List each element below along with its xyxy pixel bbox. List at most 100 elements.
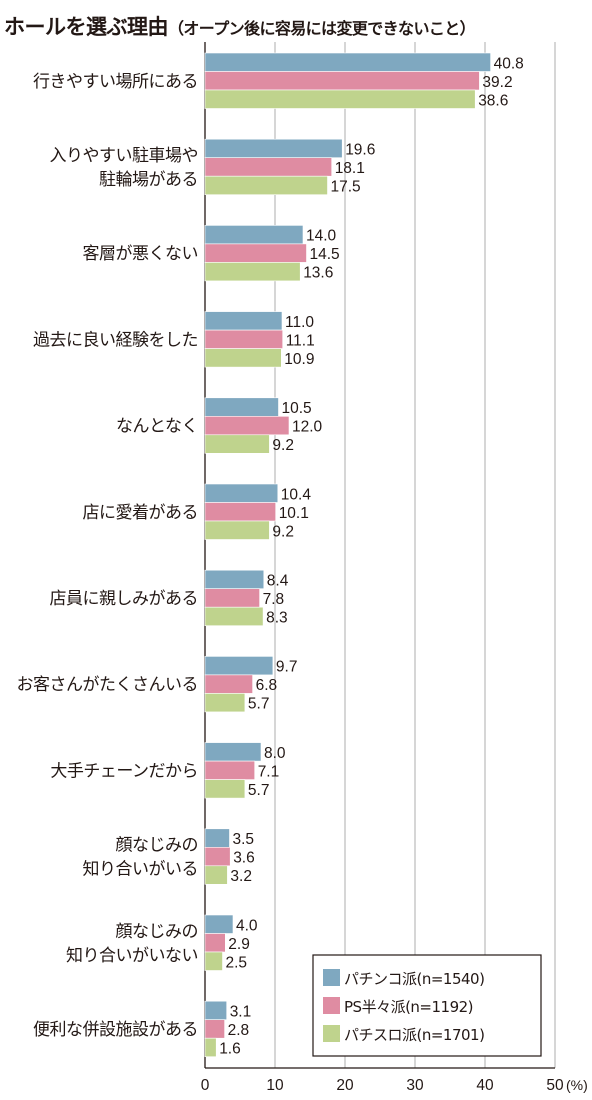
value-label: 17.5	[331, 178, 361, 195]
category-label: 過去に良い経験をした	[33, 330, 198, 350]
value-label: 11.1	[286, 332, 315, 349]
value-label: 4.0	[236, 917, 258, 934]
value-label: 7.8	[263, 591, 285, 608]
bar	[204, 262, 301, 282]
legend-swatch	[323, 969, 340, 986]
bar	[204, 951, 223, 971]
value-label: 8.0	[264, 745, 286, 762]
gridlines	[204, 42, 556, 1068]
bar	[204, 606, 264, 627]
value-label: 13.6	[303, 265, 333, 282]
value-label: 9.7	[276, 659, 298, 676]
bar	[204, 933, 226, 953]
bar	[204, 175, 328, 195]
x-tick-label: 50	[546, 1077, 564, 1094]
value-label: 10.1	[279, 505, 309, 522]
value-label: 5.7	[248, 696, 270, 713]
bar	[204, 865, 228, 885]
legend-label: パチスロ派(n=1701)	[344, 1026, 484, 1044]
bar	[204, 397, 279, 417]
category-label: 顔なじみの	[116, 836, 199, 856]
value-label: 14.5	[310, 246, 340, 263]
value-label: 1.6	[219, 1040, 241, 1057]
value-label: 38.6	[478, 92, 508, 109]
chart-title-main: ホールを選ぶ理由	[4, 15, 169, 39]
chart-subtitle: （オープン後に容易には変更できないこと）	[168, 19, 476, 38]
bar	[204, 348, 282, 368]
value-label: 6.8	[256, 677, 278, 694]
category-label: 大手チェーンだから	[50, 761, 198, 781]
bar	[204, 828, 230, 848]
value-label: 2.9	[228, 936, 250, 953]
value-label: 8.3	[266, 609, 288, 626]
x-tick-label: 0	[201, 1077, 210, 1094]
x-axis-unit: (%)	[566, 1077, 588, 1093]
value-labels: 40.8 39.238.6 19.6 18.117.5 14.014.5 13.6 11.0…	[219, 55, 524, 1057]
category-label: 客層が悪くない	[83, 244, 199, 264]
category-label: 店員に親しみがある	[50, 589, 199, 609]
bar	[204, 243, 307, 263]
value-label: 18.1	[335, 160, 365, 177]
category-label: なんとなく	[116, 417, 198, 437]
bar	[204, 434, 270, 454]
value-label: 40.8	[494, 55, 524, 72]
value-label: 3.2	[230, 868, 252, 885]
bar	[204, 502, 276, 522]
value-label: 12.0	[292, 419, 323, 436]
value-label: 9.2	[272, 523, 294, 540]
value-label: 3.6	[233, 850, 255, 867]
value-label: 19.6	[345, 141, 375, 158]
category-label: 便利な併設施設がある	[33, 1020, 198, 1040]
bar	[204, 656, 274, 676]
category-label: 知り合いがいる	[83, 860, 199, 880]
bar	[204, 674, 253, 694]
bar	[204, 415, 290, 436]
legend-box	[312, 954, 542, 1057]
category-label: 入りやすい駐車場や	[50, 146, 199, 166]
bar	[204, 89, 476, 109]
bar	[204, 760, 256, 780]
legend-swatch	[323, 997, 340, 1014]
bar	[204, 693, 246, 713]
bar	[204, 588, 260, 608]
legend-label: PS半々派(n=1192)	[344, 998, 473, 1016]
x-tick-label: 10	[266, 1077, 284, 1094]
value-label: 3.1	[230, 1003, 252, 1020]
bar	[204, 779, 246, 799]
x-axis: 0 10 20 30 40 50 (%)	[201, 1067, 588, 1094]
value-label: 2.5	[226, 954, 248, 971]
value-label: 10.4	[281, 486, 312, 503]
value-label: 3.5	[233, 831, 255, 848]
bar	[204, 311, 283, 331]
value-label: 2.8	[228, 1022, 250, 1039]
bar	[204, 1000, 228, 1021]
category-labels: 行きやすい場所にある入りやすい駐車場や駐輪場がある客層が悪くない過去に良い経験を…	[17, 72, 199, 1040]
value-label: 8.4	[267, 572, 289, 589]
bar	[204, 846, 231, 867]
x-tick-label: 30	[406, 1077, 424, 1094]
category-label: 顔なじみの	[116, 922, 199, 942]
bar	[204, 329, 283, 349]
value-label: 39.2	[482, 74, 512, 91]
bar	[204, 914, 234, 934]
value-label: 11.0	[285, 314, 314, 331]
x-tick-label: 40	[476, 1077, 494, 1094]
bar	[204, 1037, 217, 1057]
value-label: 14.0	[306, 228, 337, 245]
bar	[204, 483, 279, 503]
category-label: お客さんがたくさんいる	[17, 675, 199, 695]
bar	[204, 569, 265, 590]
bar	[204, 52, 491, 72]
bar	[204, 157, 332, 177]
value-label: 7.1	[258, 763, 280, 780]
value-label: 10.5	[282, 400, 312, 417]
chart-title: ホールを選ぶ理由（オープン後に容易には変更できないこと）	[4, 4, 476, 42]
category-label: 店に愛着がある	[83, 503, 199, 523]
x-tick-label: 20	[336, 1077, 354, 1094]
bar	[204, 71, 480, 91]
bars	[204, 52, 491, 1057]
value-label: 10.9	[284, 351, 314, 368]
value-label: 9.2	[272, 437, 294, 454]
bar	[204, 742, 262, 762]
